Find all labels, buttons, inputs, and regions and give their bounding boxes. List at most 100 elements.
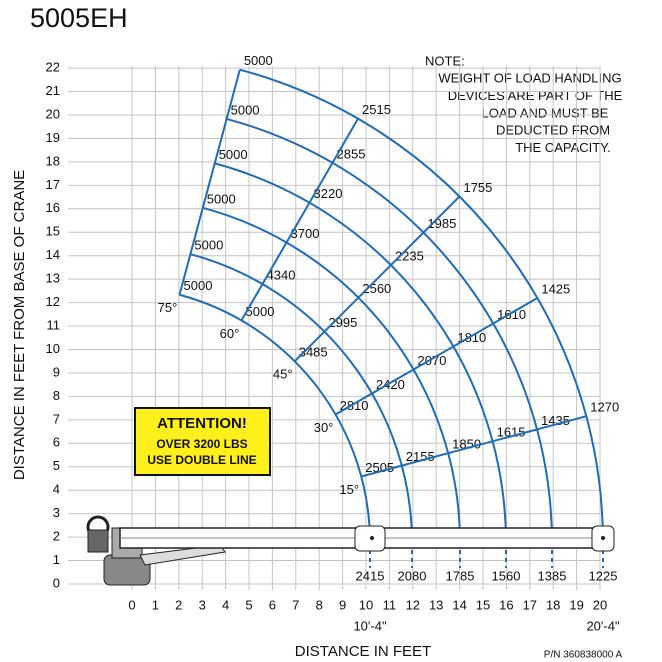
x-tick-label: 1 bbox=[152, 597, 159, 612]
capacity-label: 4340 bbox=[267, 267, 296, 282]
reach-label: 20'-4" bbox=[586, 618, 620, 633]
capacity-label: 3485 bbox=[299, 345, 328, 360]
x-tick-label: 7 bbox=[292, 597, 299, 612]
x-tick-label: 5 bbox=[245, 597, 252, 612]
arc bbox=[179, 293, 371, 544]
capacity-label: 2515 bbox=[362, 102, 391, 117]
y-tick-label: 22 bbox=[46, 60, 60, 75]
x-tick-label: 19 bbox=[569, 597, 583, 612]
x-tick-label: 11 bbox=[383, 597, 397, 612]
y-tick-label: 5 bbox=[53, 458, 60, 473]
y-tick-label: 0 bbox=[53, 575, 60, 590]
base-capacity: 2080 bbox=[398, 568, 427, 583]
y-tick-label: 3 bbox=[53, 505, 60, 520]
angle-label: 60° bbox=[220, 326, 240, 341]
y-tick-label: 14 bbox=[46, 247, 60, 262]
attention-line: USE DOUBLE LINE bbox=[147, 453, 256, 467]
radial-line bbox=[294, 195, 461, 362]
capacity-label: 5000 bbox=[184, 278, 213, 293]
x-tick-label: 2 bbox=[175, 597, 182, 612]
y-tick-label: 20 bbox=[46, 106, 60, 121]
y-tick-label: 21 bbox=[46, 83, 60, 98]
base-capacity: 1560 bbox=[492, 568, 521, 583]
capacity-label: 5000 bbox=[207, 191, 236, 206]
radial-line bbox=[178, 69, 241, 296]
x-axis-title: DISTANCE IN FEET bbox=[295, 643, 431, 660]
capacity-label: 2155 bbox=[406, 449, 435, 464]
attention-box: ATTENTION! OVER 3200 LBS USE DOUBLE LINE bbox=[134, 407, 271, 476]
crane bbox=[86, 515, 615, 586]
note-line: NOTE: bbox=[425, 53, 465, 68]
capacity-label: 1425 bbox=[541, 281, 570, 296]
x-tick-label: 18 bbox=[546, 597, 560, 612]
capacity-label: 5000 bbox=[244, 53, 273, 68]
angle-label: 30° bbox=[314, 420, 334, 435]
capacity-label: 1435 bbox=[541, 413, 570, 428]
base-capacity: 1785 bbox=[446, 568, 475, 583]
arc bbox=[214, 162, 507, 544]
capacity-label: 2070 bbox=[418, 353, 447, 368]
y-tick-label: 7 bbox=[53, 411, 60, 426]
base-capacity: 1385 bbox=[538, 568, 567, 583]
base-capacity: 2415 bbox=[356, 568, 385, 583]
y-tick-label: 6 bbox=[53, 435, 60, 450]
x-tick-label: 15 bbox=[476, 597, 490, 612]
angle-label: 15° bbox=[339, 482, 359, 497]
y-tick-label: 11 bbox=[47, 317, 61, 332]
y-axis-title: DISTANCE IN FEET FROM BASE OF CRANE bbox=[11, 170, 28, 480]
radial-line bbox=[360, 415, 587, 478]
base-capacity: 1225 bbox=[589, 568, 618, 583]
capacity-label: 2420 bbox=[376, 377, 405, 392]
capacity-label: 1615 bbox=[497, 425, 526, 440]
x-tick-label: 10 bbox=[359, 597, 373, 612]
arc bbox=[239, 68, 604, 544]
angle-label: 45° bbox=[273, 367, 293, 382]
capacity-label: 2855 bbox=[337, 146, 366, 161]
x-tick-label: 17 bbox=[523, 597, 537, 612]
note-line: LOAD AND MUST BE bbox=[482, 105, 609, 120]
capacity-label: 1270 bbox=[590, 400, 619, 415]
x-tick-label: 6 bbox=[269, 597, 276, 612]
capacity-label: 5000 bbox=[231, 102, 260, 117]
y-tick-label: 16 bbox=[46, 200, 60, 215]
x-tick-label: 4 bbox=[222, 597, 229, 612]
y-tick-label: 15 bbox=[46, 224, 60, 239]
x-tick-label: 20 bbox=[593, 597, 607, 612]
reach-label: 10'-4" bbox=[353, 618, 387, 633]
radial-line bbox=[335, 297, 538, 416]
arc bbox=[226, 117, 553, 544]
radial-line bbox=[240, 118, 359, 321]
capacity-label: 5000 bbox=[246, 304, 275, 319]
capacity-label: 5000 bbox=[219, 147, 248, 162]
arcs: 241510'-4"250528103485500050002080215524… bbox=[158, 53, 620, 633]
capacity-label: 1850 bbox=[452, 437, 481, 452]
note-line: THE CAPACITY. bbox=[515, 140, 611, 155]
capacity-label: 2505 bbox=[365, 460, 394, 475]
capacity-label: 5000 bbox=[194, 238, 223, 253]
y-tick-label: 17 bbox=[46, 177, 60, 192]
capacity-label: 3220 bbox=[314, 186, 343, 201]
capacity-label: 2995 bbox=[328, 315, 357, 330]
x-tick-label: 16 bbox=[499, 597, 513, 612]
arc bbox=[202, 206, 461, 544]
y-tick-label: 2 bbox=[53, 529, 60, 544]
capacity-label: 3700 bbox=[291, 226, 320, 241]
x-tick-label: 9 bbox=[339, 597, 346, 612]
title: 5005EH bbox=[30, 3, 128, 33]
y-tick-label: 19 bbox=[46, 130, 60, 145]
attention-line: OVER 3200 LBS bbox=[156, 437, 247, 451]
x-tick-label: 14 bbox=[452, 597, 466, 612]
capacity-label: 2235 bbox=[395, 249, 424, 264]
arc bbox=[190, 253, 413, 544]
y-tick-label: 4 bbox=[53, 482, 60, 497]
y-tick-label: 9 bbox=[53, 364, 60, 379]
y-tick-label: 12 bbox=[46, 294, 60, 309]
capacity-label: 2560 bbox=[362, 281, 391, 296]
y-tick-label: 18 bbox=[46, 153, 60, 168]
capacity-label: 1985 bbox=[427, 216, 456, 231]
y-tick-label: 13 bbox=[46, 271, 60, 286]
y-tick-label: 1 bbox=[53, 552, 60, 567]
